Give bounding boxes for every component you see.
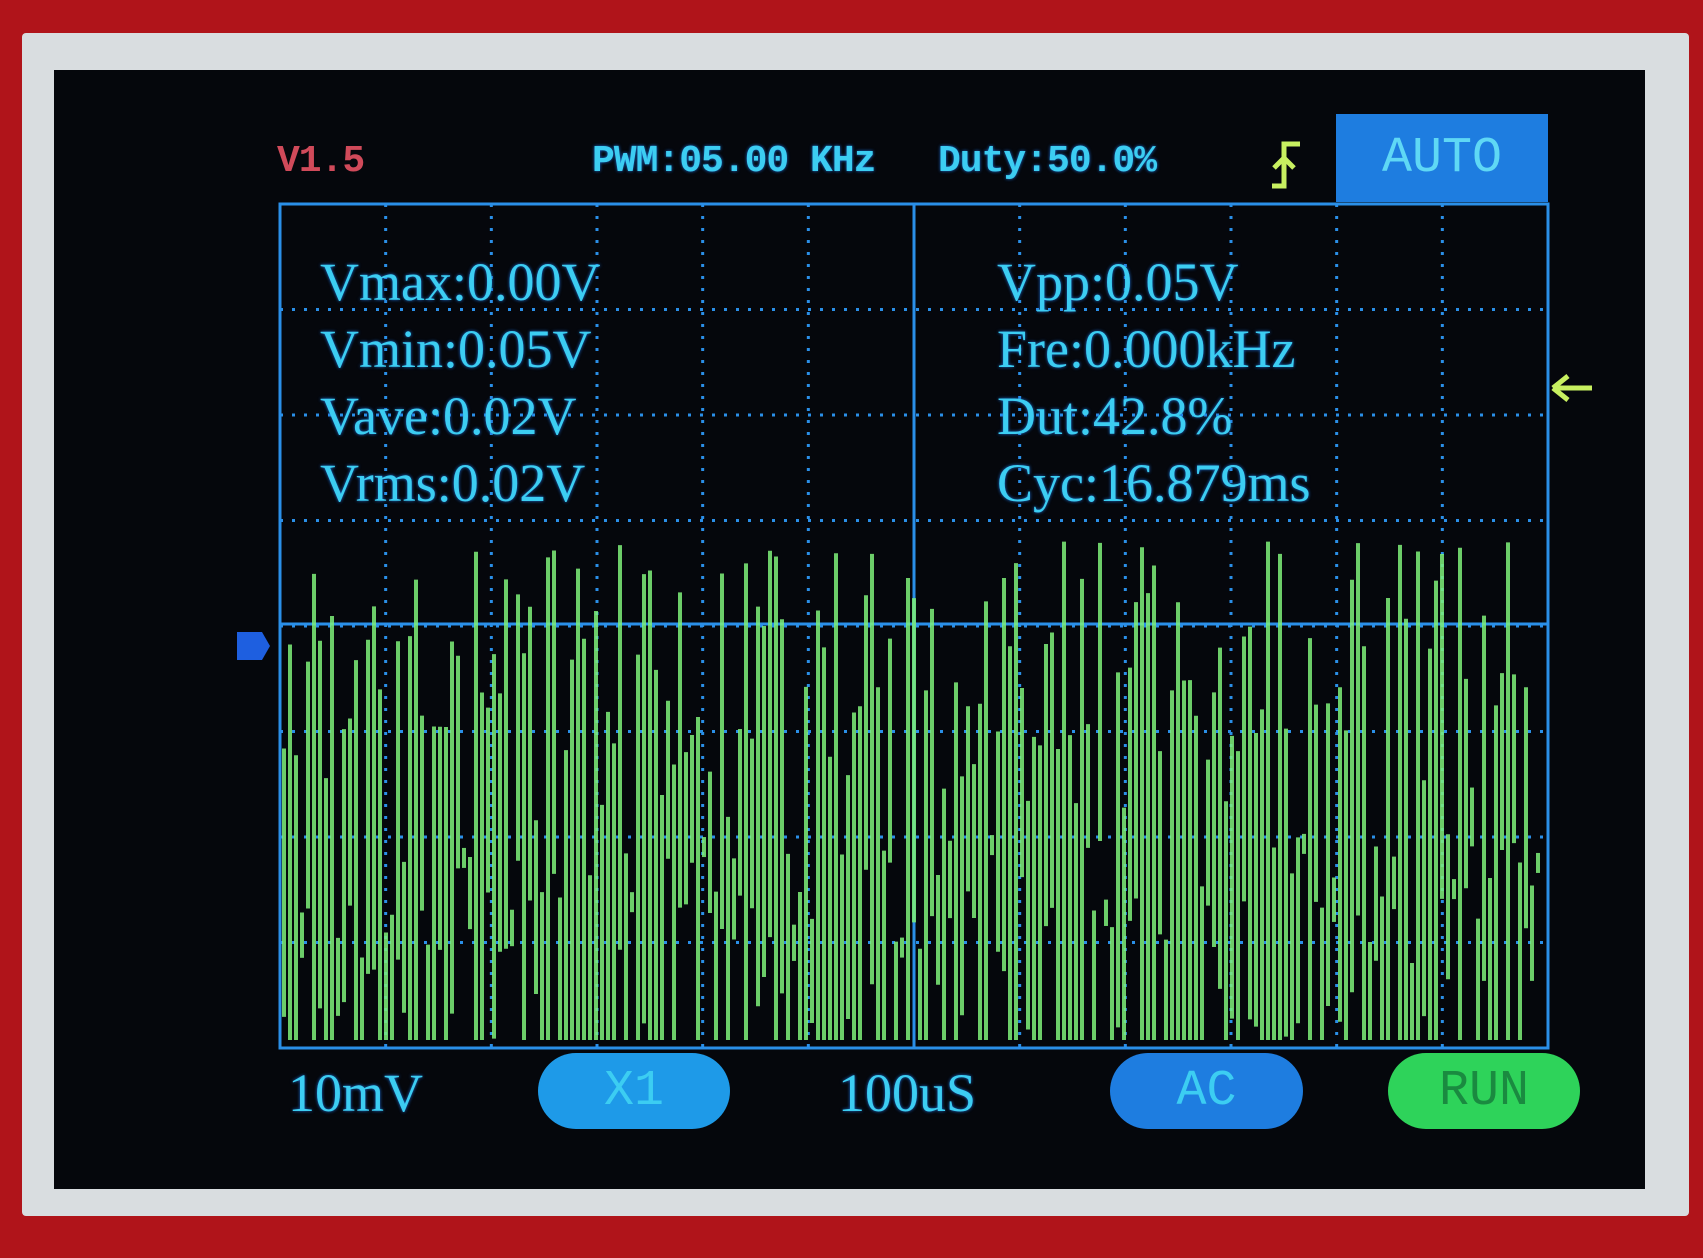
vmin-readout: Vmin:0.05V: [320, 319, 592, 379]
rising-edge-icon[interactable]: [1268, 140, 1304, 195]
vmax-readout: Vmax:0.00V: [320, 252, 601, 312]
time-per-div[interactable]: 100uS: [838, 1063, 977, 1123]
vrms-readout: Vrms:0.02V: [320, 453, 586, 513]
pwm-frequency: PWM:05.00 KHz: [592, 140, 876, 183]
channel-ground-marker-icon: [237, 632, 270, 660]
trigger-level-arrow-icon: [1551, 374, 1592, 402]
pwm-duty: Duty:50.0%: [938, 140, 1157, 183]
volts-per-div[interactable]: 10mV: [288, 1063, 423, 1123]
probe-button[interactable]: X1: [538, 1053, 730, 1129]
firmware-version: V1.5: [277, 140, 365, 183]
run-stop-button[interactable]: RUN: [1388, 1053, 1580, 1129]
frequency-readout: Fre:0.000kHz: [997, 319, 1296, 379]
vave-readout: Vave:0.02V: [320, 386, 577, 446]
vpp-readout: Vpp:0.05V: [997, 252, 1239, 312]
coupling-button[interactable]: AC: [1110, 1053, 1303, 1129]
measurements-left: Vmax:0.00V Vmin:0.05V Vave:0.02V Vrms:0.…: [320, 255, 600, 510]
measurements-right: Vpp:0.05V Fre:0.000kHz Dut:42.8% Cyc:16.…: [997, 255, 1311, 510]
waveform-trace: [282, 541, 1540, 1040]
cycle-readout: Cyc:16.879ms: [997, 453, 1311, 513]
duty-readout: Dut:42.8%: [997, 386, 1233, 446]
trigger-mode-button[interactable]: AUTO: [1336, 114, 1548, 202]
